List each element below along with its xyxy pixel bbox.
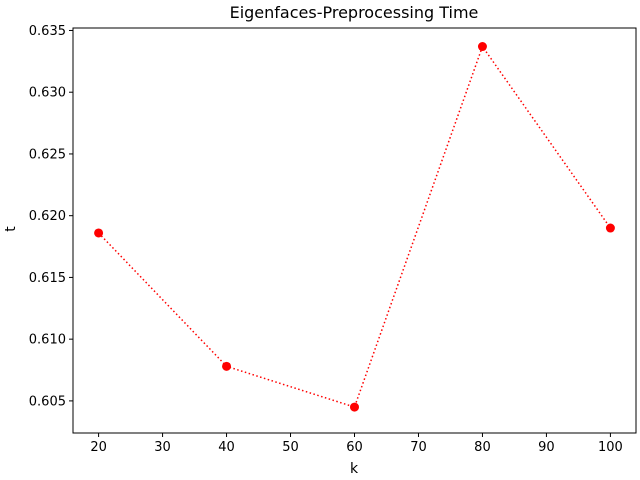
series-line — [98, 44, 612, 409]
x-tick-label: 100 — [598, 440, 623, 455]
y-tick-label: 0.635 — [29, 24, 66, 39]
data-point — [350, 402, 359, 412]
x-tick-label: 40 — [218, 440, 235, 455]
plot-area: 20 30 40 50 60 70 80 90 100 0.605 0.610 0.615 0.620 0… — [29, 24, 637, 455]
x-tick-label: 50 — [282, 440, 299, 455]
x-tick-label: 30 — [154, 440, 171, 455]
y-tick-label: 0.620 — [29, 209, 66, 224]
axes-frame — [72, 27, 637, 434]
y-tick-label: 0.615 — [29, 271, 66, 286]
x-tick-label: 70 — [410, 440, 427, 455]
data-point — [94, 228, 104, 238]
y-tick-label: 0.605 — [29, 394, 66, 409]
x-tick-label: 60 — [346, 440, 363, 455]
y-tick-label: 0.630 — [29, 86, 66, 101]
data-point — [222, 361, 232, 371]
y-tick-label: 0.625 — [29, 147, 66, 162]
x-tick-label: 20 — [90, 440, 107, 455]
chart-title: Eigenfaces-Preprocessing Time — [230, 3, 479, 22]
data-point — [605, 223, 615, 233]
x-tick-label: 80 — [474, 440, 491, 455]
y-axis-label: t — [3, 226, 19, 232]
data-point — [477, 42, 487, 52]
x-tick-label: 90 — [538, 440, 555, 455]
y-tick-label: 0.610 — [29, 333, 66, 348]
x-axis-label: k — [350, 461, 359, 477]
